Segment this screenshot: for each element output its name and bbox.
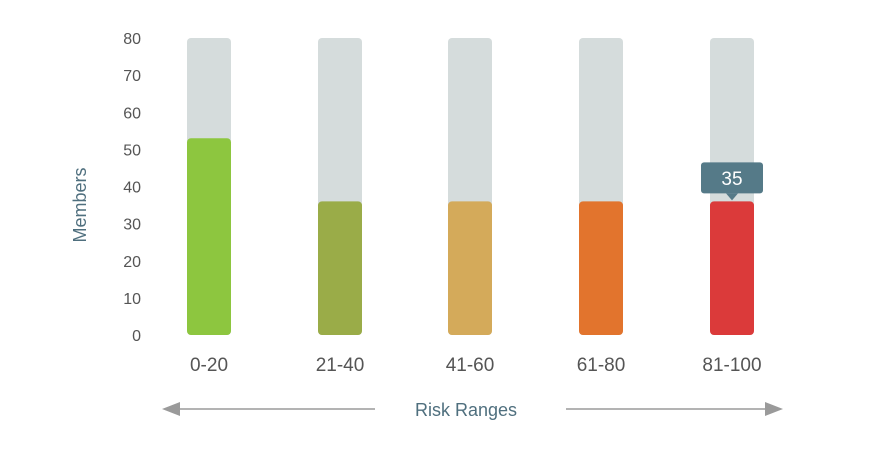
bar-0-20[interactable] (187, 138, 231, 335)
y-tick-label: 10 (123, 291, 141, 308)
bar-21-40[interactable] (318, 201, 362, 335)
y-tick-label: 0 (132, 328, 141, 345)
x-tick-label: 81-100 (702, 355, 761, 376)
x-tick-label: 0-20 (190, 355, 228, 376)
bars (187, 138, 754, 335)
y-tick-label: 60 (123, 105, 141, 122)
x-tick-label: 61-80 (577, 355, 626, 376)
tooltip-pointer (726, 193, 738, 201)
y-tick-label: 20 (123, 254, 141, 271)
y-axis-ticks: 0 10 20 30 40 50 60 70 80 (123, 31, 141, 345)
tooltip-box (701, 162, 763, 194)
bar-41-60[interactable] (448, 201, 492, 335)
left-arrow-icon (162, 402, 180, 416)
y-tick-label: 70 (123, 68, 141, 85)
x-axis-ticks: 0-20 21-40 41-60 61-80 81-100 (190, 355, 762, 376)
tooltip-value: 35 (721, 169, 742, 190)
y-tick-label: 50 (123, 142, 141, 159)
value-tooltip: 35 (701, 162, 763, 201)
y-tick-label: 30 (123, 217, 141, 234)
bar-81-100[interactable] (710, 201, 754, 335)
x-tick-label: 41-60 (446, 355, 495, 376)
y-axis-label: Members (70, 167, 90, 242)
y-tick-label: 40 (123, 180, 141, 197)
right-arrow-icon (765, 402, 783, 416)
x-axis-label: Risk Ranges (415, 400, 517, 420)
y-tick-label: 80 (123, 31, 141, 48)
bar-61-80[interactable] (579, 201, 623, 335)
x-tick-label: 21-40 (316, 355, 365, 376)
